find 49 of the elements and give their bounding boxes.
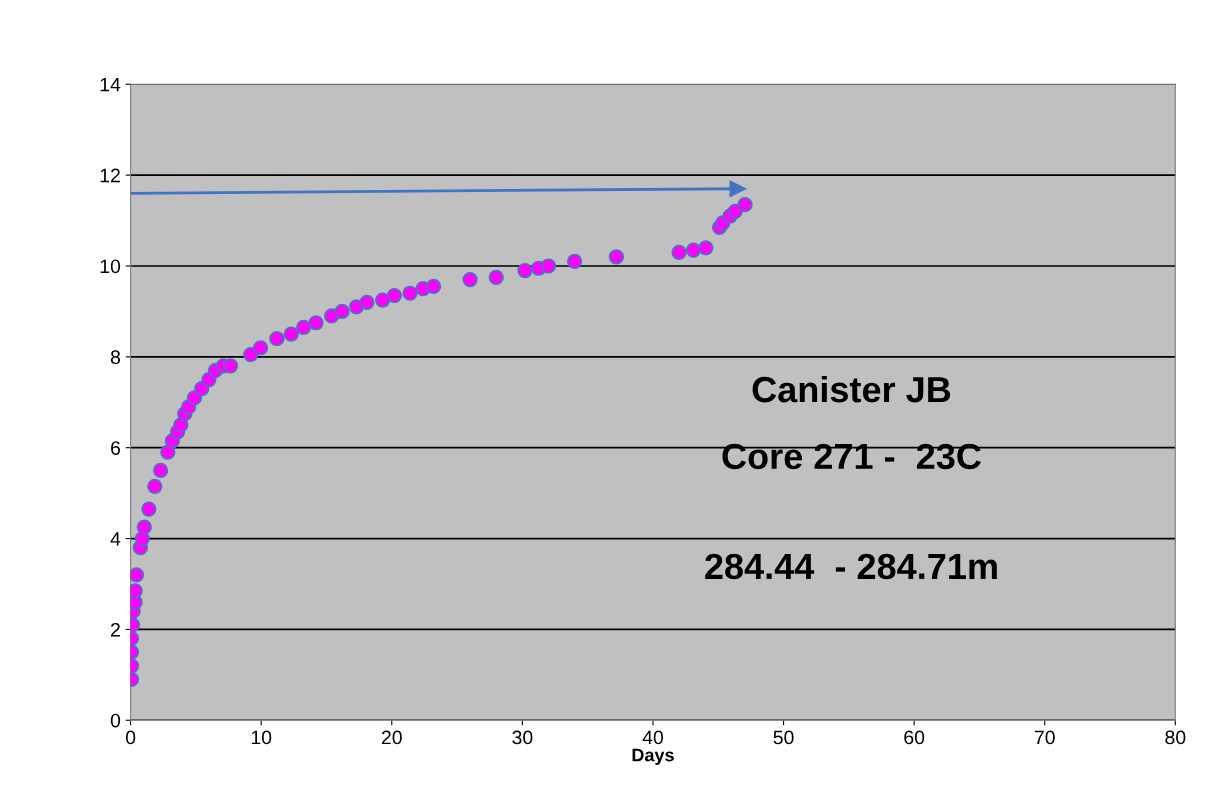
point: [160, 444, 176, 460]
x-tick-label: 0: [125, 730, 136, 745]
x-tick-label: 80: [1165, 730, 1186, 745]
point: [608, 249, 624, 265]
point: [252, 340, 269, 356]
point: [488, 269, 504, 285]
x-tick-label: 50: [773, 730, 794, 745]
x-tick-label: 20: [381, 730, 402, 745]
y-tick-label: 12: [100, 168, 120, 183]
y-tick-label: 0: [110, 713, 121, 728]
point: [153, 462, 169, 479]
x-tick-label: 40: [642, 730, 664, 745]
y-tick-label: 8: [110, 350, 121, 365]
point: [402, 285, 418, 301]
point: [386, 287, 402, 304]
y-tick-label: 14: [100, 77, 121, 92]
point: [359, 294, 375, 310]
point: [737, 197, 753, 213]
point: [698, 240, 714, 256]
point: [375, 292, 391, 308]
point: [136, 519, 152, 535]
point: [567, 253, 583, 270]
point: [517, 262, 533, 279]
point: [296, 319, 312, 335]
point: [462, 272, 478, 288]
x-tick-label: 70: [1034, 730, 1055, 745]
point: [269, 331, 285, 347]
y-tick-label: 4: [110, 532, 121, 546]
point: [685, 242, 702, 258]
point: [222, 358, 239, 374]
point: [283, 326, 299, 342]
x-tick-label: 60: [904, 730, 925, 745]
annotation: Canister JB: [752, 375, 951, 403]
point: [130, 567, 145, 583]
y-tick-label: 10: [100, 259, 121, 274]
point: [141, 501, 157, 517]
point: [147, 478, 163, 494]
point: [425, 278, 442, 295]
y-tick-label: 2: [111, 622, 120, 637]
point: [308, 315, 324, 331]
x-tick-label: 10: [251, 730, 272, 745]
point: [334, 303, 350, 320]
x-tick-label: 30: [512, 730, 533, 745]
y-tick-label: 6: [111, 441, 121, 455]
x-axis-title: Days: [632, 748, 674, 765]
point: [729, 180, 747, 198]
point: [671, 244, 687, 260]
point: [540, 258, 557, 274]
annotation: 284.44 - 284.71m: [705, 553, 997, 580]
